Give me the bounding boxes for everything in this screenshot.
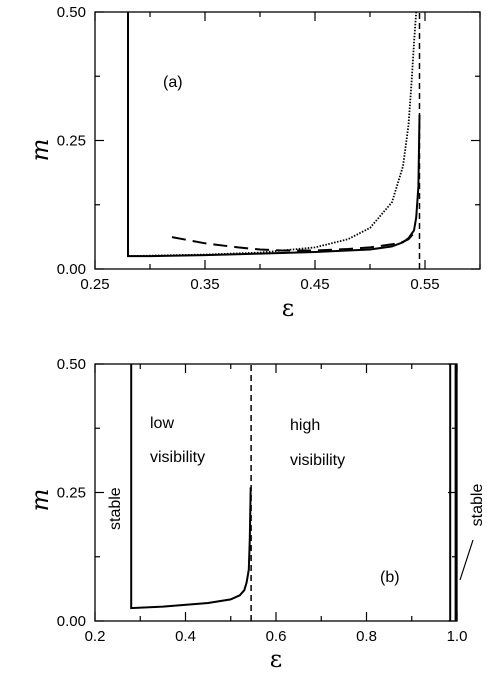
annotation-high: high bbox=[290, 417, 320, 434]
annotation-low: low bbox=[150, 415, 174, 432]
panel-a-series-solid-line bbox=[127, 12, 421, 258]
panel-b-label: (b) bbox=[380, 569, 400, 586]
panel-b-ytick-label: 0.25 bbox=[57, 485, 86, 502]
panel-a-series-dotted-line bbox=[127, 11, 418, 257]
panel-b-frame bbox=[94, 363, 458, 622]
annotation-stable-left: stable bbox=[107, 487, 124, 530]
panel-a-xtick-label: 0.55 bbox=[410, 276, 439, 293]
panel-b-xtick-label: 0.4 bbox=[175, 628, 196, 645]
panel-b-xtick-label: 1.0 bbox=[447, 628, 468, 645]
panel-a-xtick-label: 0.35 bbox=[190, 276, 219, 293]
panel-a-ticks: 0.25 0.35 0.45 0.550.000.250.50 bbox=[57, 4, 481, 293]
annotation-high-visibility: visibility bbox=[290, 452, 345, 469]
panel-a-series-dashed-line bbox=[171, 232, 415, 252]
panel-a: 0.25 0.35 0.45 0.550.000.250.50 (a) m ε bbox=[26, 4, 481, 322]
panel-a-ytick-label: 0.25 bbox=[57, 133, 86, 150]
panel-b-xtick-label: 0.8 bbox=[356, 628, 377, 645]
panel-b-ytick-label: 0.50 bbox=[57, 356, 86, 373]
panel-a-ytick-label: 0.50 bbox=[57, 4, 86, 21]
panel-a-xtick-label: 0.25 bbox=[80, 276, 109, 293]
panel-a-ylabel: m bbox=[26, 139, 54, 162]
panel-a-series bbox=[127, 11, 421, 269]
panel-b-xtick-label: 0.6 bbox=[266, 628, 287, 645]
panel-b-ylabel: m bbox=[26, 489, 54, 512]
panel-b-xtick-label: 0.2 bbox=[85, 628, 106, 645]
panel-b-xlabel: ε bbox=[270, 645, 282, 673]
panel-b-series bbox=[130, 364, 457, 621]
panel-a-label: (a) bbox=[163, 74, 183, 91]
annotation-stable-pointer bbox=[459, 539, 474, 581]
panel-a-xlabel: ε bbox=[282, 294, 294, 322]
panel-b-ytick-label: 0.00 bbox=[57, 613, 86, 630]
panel-b: 0.2 0.4 0.6 0.8 1.0 0.00 0.25 0.50 (b) m ε stab… bbox=[26, 356, 486, 673]
panel-b-series-solid-line bbox=[130, 364, 252, 610]
annotation-stable-right: stable bbox=[469, 484, 486, 527]
panel-a-xtick-label: 0.45 bbox=[300, 276, 329, 293]
annotation-low-visibility: visibility bbox=[150, 449, 205, 466]
panel-a-frame bbox=[94, 11, 481, 270]
panel-a-ytick-label: 0.00 bbox=[57, 261, 86, 278]
